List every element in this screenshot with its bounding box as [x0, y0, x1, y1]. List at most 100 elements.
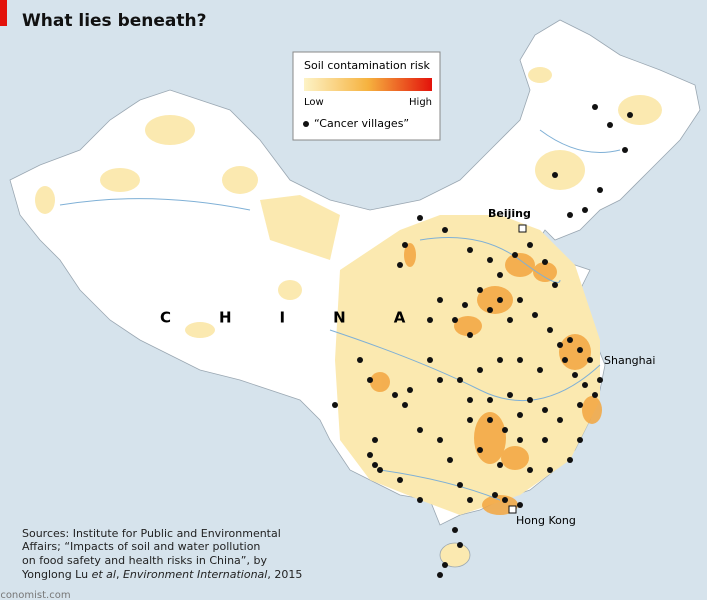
- village-dot: [542, 259, 548, 265]
- city-marker: [518, 224, 527, 233]
- village-dot: [437, 377, 443, 383]
- village-dot: [397, 477, 403, 483]
- village-dot: [377, 467, 383, 473]
- text: ,: [116, 568, 123, 581]
- source-line: Sources: Institute for Public and Enviro…: [22, 527, 281, 540]
- legend: Soil contamination risk Low High “Cancer…: [292, 51, 441, 141]
- village-dot: [452, 317, 458, 323]
- village-dot: [437, 437, 443, 443]
- village-dot: [592, 392, 598, 398]
- village-dot: [552, 172, 558, 178]
- legend-dot: [303, 121, 309, 127]
- city-label: Hong Kong: [516, 514, 576, 527]
- source-line: on food safety and health risks in China…: [22, 554, 267, 567]
- village-dot: [557, 417, 563, 423]
- village-dot: [437, 572, 443, 578]
- village-dot: [427, 317, 433, 323]
- legend-scale: [304, 78, 432, 91]
- legend-title: Soil contamination risk: [304, 59, 430, 72]
- village-dot: [627, 112, 633, 118]
- island: [439, 542, 471, 568]
- village-dot: [372, 437, 378, 443]
- village-dot: [487, 397, 493, 403]
- village-dot: [392, 392, 398, 398]
- legend-dots: “Cancer villages”: [314, 117, 409, 130]
- village-dot: [402, 402, 408, 408]
- village-dot: [467, 497, 473, 503]
- village-dot: [567, 212, 573, 218]
- text: et al: [92, 568, 116, 581]
- village-dot: [477, 287, 483, 293]
- red-tag: [0, 0, 7, 26]
- village-dot: [567, 457, 573, 463]
- village-dot: [477, 367, 483, 373]
- village-dot: [532, 312, 538, 318]
- village-dot: [497, 272, 503, 278]
- risk-low: [35, 67, 662, 515]
- city-marker: [508, 505, 517, 514]
- village-dot: [457, 377, 463, 383]
- village-dot: [562, 357, 568, 363]
- footer: Economist.com: [0, 590, 71, 600]
- source-line: Yonglong Lu et al, Environment Internati…: [21, 568, 302, 581]
- village-dot: [547, 467, 553, 473]
- village-dot: [527, 242, 533, 248]
- village-dot: [497, 357, 503, 363]
- village-dot: [367, 452, 373, 458]
- village-dot: [582, 382, 588, 388]
- village-dot: [487, 257, 493, 263]
- village-dot: [537, 367, 543, 373]
- text: Yonglong Lu: [21, 568, 92, 581]
- village-dot: [517, 437, 523, 443]
- village-dot: [402, 242, 408, 248]
- village-dot: [527, 397, 533, 403]
- village-dot: [457, 482, 463, 488]
- source: Sources: Institute for Public and Enviro…: [21, 527, 302, 581]
- legend-high: High: [409, 97, 432, 108]
- village-dot: [487, 307, 493, 313]
- village-dot: [542, 437, 548, 443]
- village-dot: [492, 492, 498, 498]
- village-dot: [407, 387, 413, 393]
- village-dot: [427, 357, 433, 363]
- village-dot: [517, 297, 523, 303]
- village-dot: [497, 462, 503, 468]
- village-dot: [502, 427, 508, 433]
- city-label: Shanghai: [604, 354, 655, 367]
- source-line: Affairs; “Impacts of soil and water poll…: [22, 540, 260, 553]
- village-dot: [467, 417, 473, 423]
- village-dot: [442, 227, 448, 233]
- village-dot: [517, 502, 523, 508]
- village-dot: [517, 357, 523, 363]
- village-dot: [477, 447, 483, 453]
- village-dot: [567, 337, 573, 343]
- village-dot: [577, 437, 583, 443]
- village-dot: [417, 427, 423, 433]
- village-dot: [502, 497, 508, 503]
- village-dot: [437, 297, 443, 303]
- village-dot: [577, 402, 583, 408]
- rivers: [59, 129, 621, 501]
- village-dot: [417, 497, 423, 503]
- village-dot: [467, 332, 473, 338]
- village-dot: [527, 467, 533, 473]
- legend-low: Low: [304, 97, 324, 108]
- village-dot: [507, 317, 513, 323]
- village-dot: [447, 457, 453, 463]
- city-label: Beijing: [488, 207, 531, 220]
- village-dot: [442, 562, 448, 568]
- village-dot: [607, 122, 613, 128]
- cancer-villages: [332, 104, 633, 578]
- village-dot: [457, 542, 463, 548]
- village-dot: [572, 372, 578, 378]
- village-dot: [467, 247, 473, 253]
- village-dot: [332, 402, 338, 408]
- country-label: CHINA: [160, 309, 453, 327]
- village-dot: [547, 327, 553, 333]
- village-dot: [507, 392, 513, 398]
- village-dot: [497, 297, 503, 303]
- text: , 2015: [267, 568, 302, 581]
- village-dot: [357, 357, 363, 363]
